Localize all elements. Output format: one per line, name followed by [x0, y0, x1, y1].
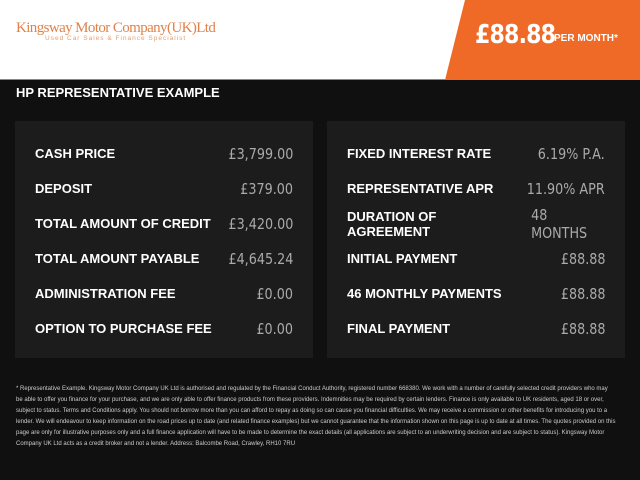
- finance-label: REPRESENTATIVE APR: [347, 181, 494, 196]
- finance-label: INITIAL PAYMENT: [347, 251, 458, 266]
- finance-value: £88.88: [560, 284, 605, 303]
- finance-row: TOTAL AMOUNT PAYABLE £4,645.24: [35, 241, 293, 276]
- finance-value: £0.00: [256, 284, 293, 303]
- finance-value: £88.88: [560, 249, 605, 268]
- finance-panel-left: CASH PRICE £3,799.00 DEPOSIT £379.00 TOTAL A…: [15, 121, 313, 358]
- finance-label: TOTAL AMOUNT PAYABLE: [35, 251, 200, 266]
- finance-label: DEPOSIT: [35, 181, 93, 196]
- section-title: HP REPRESENTATIVE EXAMPLE: [16, 85, 220, 100]
- finance-value: £379.00: [240, 179, 293, 198]
- disclaimer-text: * Representative Example. Kingsway Motor…: [16, 386, 616, 447]
- finance-row: FINAL PAYMENT £88.88: [347, 311, 605, 346]
- finance-row: DURATION OF AGREEMENT 48 MONTHS: [347, 205, 605, 242]
- finance-label: OPTION TO PURCHASE FEE: [35, 321, 212, 336]
- monthly-price: £88.88: [475, 20, 556, 50]
- finance-label: DURATION OF AGREEMENT: [347, 208, 437, 239]
- finance-label: TOTAL AMOUNT OF CREDIT: [35, 216, 211, 231]
- logo-tagline: Used Car Sales & Finance Specialist: [45, 35, 187, 42]
- finance-row: DEPOSIT £379.00: [35, 171, 293, 206]
- finance-row: FIXED INTEREST RATE 6.19% P.A.: [347, 136, 605, 171]
- finance-value: 6.19% P.A.: [538, 144, 605, 163]
- finance-label: CASH PRICE: [35, 146, 116, 161]
- finance-row: TOTAL AMOUNT OF CREDIT £3,420.00: [35, 206, 293, 241]
- price-banner: [445, 0, 640, 80]
- finance-row: CASH PRICE £3,799.00: [35, 136, 293, 171]
- finance-value: £0.00: [256, 319, 293, 338]
- finance-label: FINAL PAYMENT: [347, 321, 451, 336]
- finance-value: £4,645.24: [228, 249, 293, 268]
- finance-label: ADMINISTRATION FEE: [35, 286, 176, 301]
- finance-value: £3,799.00: [228, 144, 293, 163]
- finance-row: ADMINISTRATION FEE £0.00: [35, 276, 293, 311]
- finance-row: REPRESENTATIVE APR 11.90% APR: [347, 171, 605, 206]
- finance-value: £3,420.00: [228, 214, 293, 233]
- company-logo[interactable]: Kingsway Motor Company(UK)Ltd Used Car S…: [16, 20, 216, 42]
- finance-row: OPTION TO PURCHASE FEE £0.00: [35, 311, 293, 346]
- finance-value: 11.90% APR: [527, 179, 605, 198]
- finance-label: FIXED INTEREST RATE: [347, 146, 492, 161]
- per-month-label: PER MONTH*: [554, 33, 618, 44]
- header: Kingsway Motor Company(UK)Ltd Used Car S…: [0, 0, 640, 80]
- logo-name: Kingsway Motor Company(UK)Ltd: [16, 20, 216, 36]
- finance-value: £88.88: [560, 319, 605, 338]
- finance-value: 48 MONTHS: [530, 205, 587, 242]
- finance-label: 46 MONTHLY PAYMENTS: [347, 286, 502, 301]
- finance-panel-right: FIXED INTEREST RATE 6.19% P.A. REPRESENTAT…: [327, 121, 625, 358]
- finance-row: INITIAL PAYMENT £88.88: [347, 241, 605, 276]
- finance-row: 46 MONTHLY PAYMENTS £88.88: [347, 276, 605, 311]
